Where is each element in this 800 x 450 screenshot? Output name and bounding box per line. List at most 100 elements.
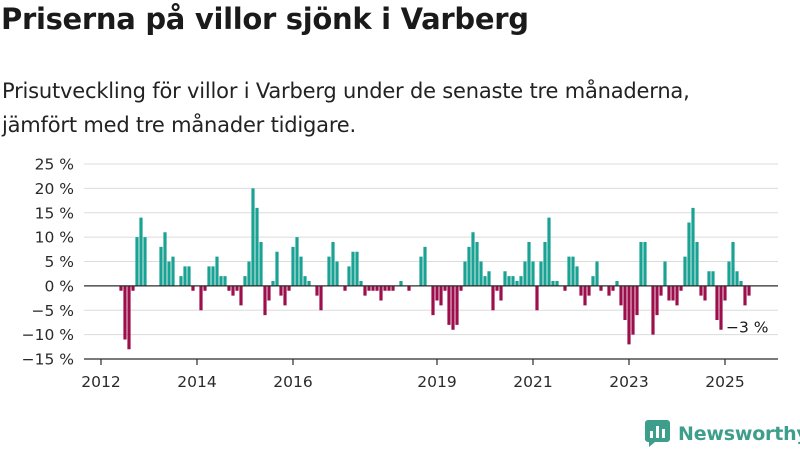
bar bbox=[295, 237, 299, 286]
bar bbox=[319, 285, 323, 311]
bar bbox=[723, 285, 727, 301]
bar bbox=[459, 285, 463, 291]
bar bbox=[315, 285, 319, 296]
y-tick-label: 10 % bbox=[35, 229, 74, 247]
y-tick-label: −10 % bbox=[22, 326, 74, 344]
bars bbox=[119, 188, 751, 350]
bar bbox=[451, 285, 455, 330]
x-tick-label: 2025 bbox=[705, 373, 744, 391]
bar bbox=[211, 266, 215, 286]
bar bbox=[567, 256, 571, 286]
bar bbox=[635, 285, 639, 316]
bar bbox=[747, 285, 751, 296]
bar bbox=[135, 237, 139, 286]
bar bbox=[599, 285, 603, 291]
bar bbox=[627, 285, 631, 345]
newsworthy-logo[interactable]: Newsworthy bbox=[645, 420, 800, 447]
bar bbox=[679, 285, 683, 291]
bar bbox=[159, 246, 163, 286]
bar bbox=[539, 261, 543, 286]
bar bbox=[531, 261, 535, 286]
bar bbox=[431, 285, 435, 316]
bar bbox=[623, 285, 627, 321]
bar bbox=[575, 266, 579, 286]
bar bbox=[243, 276, 247, 286]
bar bbox=[507, 276, 511, 286]
newsworthy-logo-icon bbox=[645, 420, 670, 447]
bar bbox=[503, 271, 507, 286]
bar bbox=[675, 285, 679, 306]
bar bbox=[707, 271, 711, 286]
newsworthy-logo-text: Newsworthy bbox=[678, 422, 800, 445]
bar bbox=[235, 285, 239, 291]
gridlines bbox=[84, 163, 778, 360]
bar bbox=[423, 246, 427, 286]
bar bbox=[731, 242, 735, 286]
bar bbox=[667, 285, 671, 301]
bar bbox=[331, 242, 335, 286]
bar bbox=[555, 281, 559, 286]
bar bbox=[455, 285, 459, 325]
bar bbox=[127, 285, 131, 350]
bar bbox=[691, 207, 695, 286]
bar bbox=[343, 285, 347, 291]
x-tick-label: 2023 bbox=[609, 373, 648, 391]
bar bbox=[287, 285, 291, 291]
bar bbox=[391, 285, 395, 291]
y-tick-label: 5 % bbox=[44, 253, 74, 271]
bar bbox=[163, 232, 167, 286]
bar bbox=[375, 285, 379, 291]
bar bbox=[347, 266, 351, 286]
bar bbox=[227, 285, 231, 291]
bar bbox=[483, 276, 487, 286]
bar bbox=[579, 285, 583, 296]
bar bbox=[547, 217, 551, 286]
bar bbox=[171, 256, 175, 286]
bar bbox=[219, 276, 223, 286]
bar bbox=[239, 285, 243, 306]
bar bbox=[515, 281, 519, 286]
bar bbox=[543, 242, 547, 286]
bar bbox=[527, 242, 531, 286]
bar bbox=[355, 251, 359, 286]
bar bbox=[447, 285, 451, 325]
bar bbox=[139, 217, 143, 286]
bar bbox=[475, 242, 479, 286]
x-tick-label: 2016 bbox=[273, 373, 312, 391]
bar bbox=[715, 285, 719, 321]
bar bbox=[663, 261, 667, 286]
bar bbox=[551, 281, 555, 286]
bar bbox=[487, 271, 491, 286]
axes: −15 % −10 % −5 % 0 % 5 % 10 % 15 % 20 % 25 % 2012… bbox=[22, 156, 778, 391]
bar bbox=[619, 285, 623, 306]
bar bbox=[407, 285, 411, 291]
bar bbox=[143, 237, 147, 286]
bar bbox=[259, 242, 263, 286]
bar bbox=[267, 285, 271, 301]
bar bbox=[655, 285, 659, 316]
bar bbox=[367, 285, 371, 291]
bar bbox=[631, 285, 635, 335]
bar bbox=[251, 188, 255, 286]
y-tick-label: 15 % bbox=[35, 204, 74, 222]
bar bbox=[727, 261, 731, 286]
bar bbox=[711, 271, 715, 286]
bar bbox=[119, 285, 123, 291]
latest-value-annotation: −3 % bbox=[726, 319, 769, 337]
bar bbox=[363, 285, 367, 296]
bar bbox=[179, 276, 183, 286]
bar bbox=[187, 266, 191, 286]
bar bbox=[535, 285, 539, 311]
bar bbox=[303, 276, 307, 286]
bar bbox=[131, 285, 135, 291]
x-tick-label: 2021 bbox=[513, 373, 552, 391]
bar bbox=[335, 261, 339, 286]
bar bbox=[615, 281, 619, 286]
y-tick-label: −5 % bbox=[31, 302, 74, 320]
bar bbox=[275, 251, 279, 286]
bar bbox=[215, 256, 219, 286]
bar bbox=[471, 232, 475, 286]
y-tick-label: −15 % bbox=[22, 351, 74, 369]
bar bbox=[387, 285, 391, 291]
bar bbox=[719, 285, 723, 330]
